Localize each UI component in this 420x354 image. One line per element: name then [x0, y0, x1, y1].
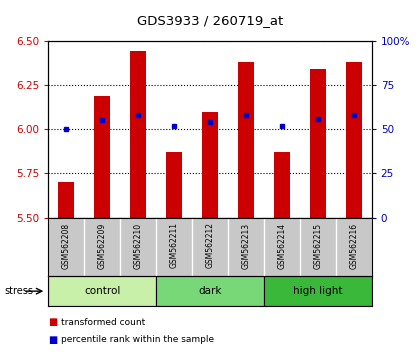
Bar: [346, 62, 362, 218]
Text: GSM562212: GSM562212: [205, 222, 215, 268]
Bar: [94, 96, 110, 218]
Text: GSM562209: GSM562209: [98, 222, 107, 269]
Bar: [166, 152, 182, 218]
Text: GDS3933 / 260719_at: GDS3933 / 260719_at: [137, 14, 283, 27]
Bar: [58, 182, 74, 218]
Bar: [156, 276, 264, 306]
Text: GSM562210: GSM562210: [134, 222, 143, 268]
Text: ■: ■: [48, 335, 58, 345]
Bar: [264, 276, 372, 306]
Bar: [202, 112, 218, 218]
Text: stress: stress: [4, 286, 33, 296]
Bar: [130, 51, 146, 218]
Text: GSM562211: GSM562211: [170, 222, 178, 268]
Text: high light: high light: [293, 286, 343, 296]
Text: control: control: [84, 286, 121, 296]
Text: GSM562208: GSM562208: [62, 222, 71, 268]
Text: dark: dark: [198, 286, 222, 296]
Text: ■: ■: [48, 317, 58, 327]
Text: transformed count: transformed count: [61, 318, 145, 327]
Bar: [274, 152, 290, 218]
Text: percentile rank within the sample: percentile rank within the sample: [61, 335, 214, 344]
Text: GSM562216: GSM562216: [349, 222, 358, 268]
Bar: [48, 276, 156, 306]
Text: GSM562215: GSM562215: [313, 222, 322, 268]
Bar: [238, 62, 254, 218]
Text: GSM562214: GSM562214: [277, 222, 286, 268]
Text: GSM562213: GSM562213: [241, 222, 250, 268]
Bar: [310, 69, 326, 218]
